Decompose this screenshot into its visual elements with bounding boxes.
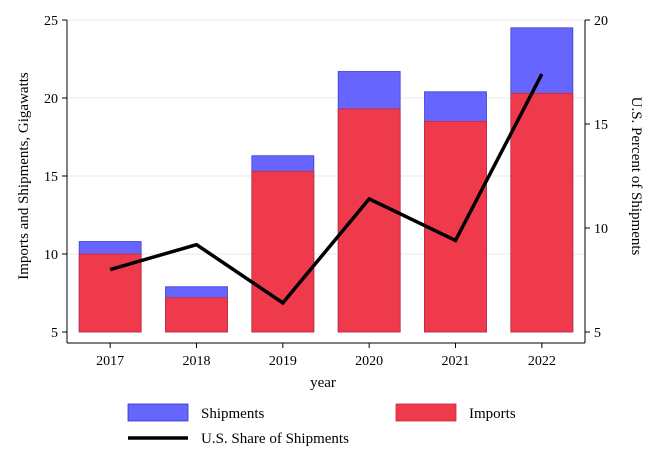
right-tick-label-5: 5 [594, 326, 601, 341]
axes [66, 20, 586, 344]
left-tick-label-5: 5 [51, 326, 58, 341]
legend-label-share: U.S. Share of Shipments [201, 431, 349, 447]
x-tick-label-2019: 2019 [269, 354, 297, 369]
x-tick-label-2017: 2017 [96, 354, 124, 369]
y-axis-title: Imports and Shipments, Gigawatts [16, 72, 32, 280]
x-tick-label-2020: 2020 [355, 354, 383, 369]
bar-imports-2021 [424, 121, 487, 333]
legend-swatch-imports [395, 403, 457, 422]
left-tick-label-10: 10 [44, 248, 58, 263]
right-axis-ticks: 5 10 15 20 [585, 14, 608, 341]
x-axis-ticks: 2017 2018 2019 2020 2021 2022 [96, 343, 556, 369]
share-line-layer [109, 73, 544, 306]
x-tick-label-2022: 2022 [528, 354, 556, 369]
bar-imports-2017 [78, 253, 142, 333]
right-tick-label-20: 20 [594, 14, 608, 29]
left-tick-label-15: 15 [44, 170, 58, 185]
bar-imports-2020 [337, 108, 401, 333]
left-tick-label-20: 20 [44, 92, 58, 107]
share-line [109, 73, 544, 306]
legend-swatch-shipments [127, 403, 189, 422]
gridlines [67, 19, 585, 255]
left-tick-label-25: 25 [44, 14, 58, 29]
x-axis-title: year [310, 375, 336, 391]
bar-imports-2019 [251, 170, 315, 333]
bar-imports-2018 [165, 297, 228, 333]
legend-label-shipments: Shipments [201, 406, 265, 422]
x-tick-label-2018: 2018 [183, 354, 211, 369]
legend-label-imports: Imports [469, 406, 516, 422]
bar-imports-2022 [510, 92, 574, 333]
bars [78, 27, 574, 333]
left-axis-ticks: 5 10 15 20 25 [44, 14, 67, 341]
right-tick-label-10: 10 [594, 222, 608, 237]
legend: Shipments Imports U.S. Share of Shipment… [127, 403, 516, 447]
x-tick-label-2021: 2021 [442, 354, 470, 369]
y2-axis-title: U.S. Percent of Shipments [628, 97, 644, 256]
right-tick-label-15: 15 [594, 118, 608, 133]
